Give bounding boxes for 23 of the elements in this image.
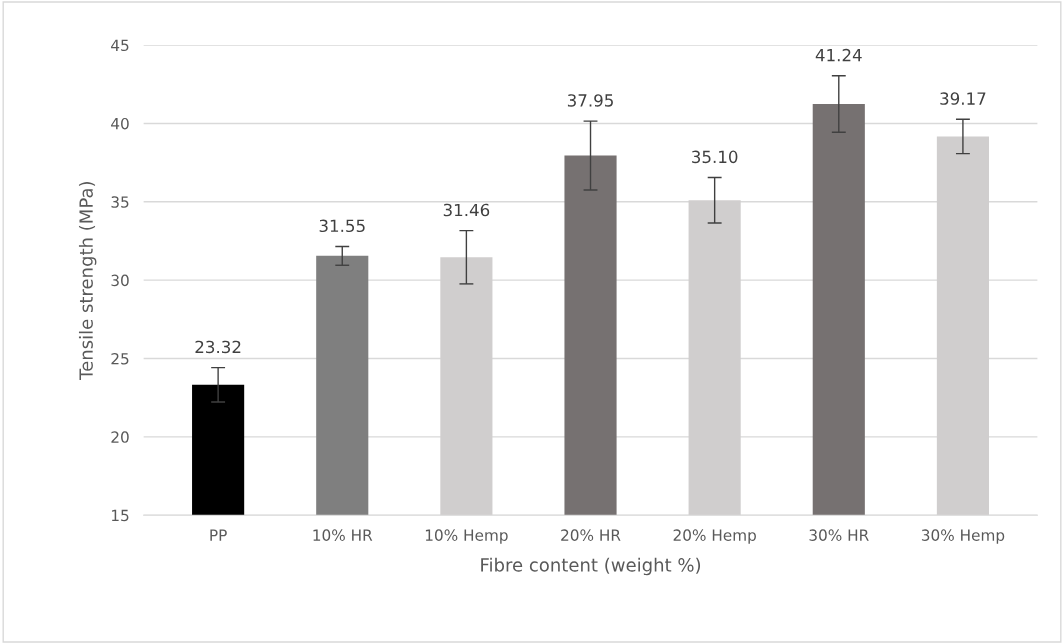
x-tick-label: 10% Hemp: [425, 529, 508, 544]
y-tick-label: 25: [111, 352, 129, 365]
y-tick-label: 35: [111, 196, 129, 208]
x-tick-label: 10% HR: [313, 529, 373, 541]
data-label: 35.10: [692, 150, 738, 164]
data-label: 31.55: [319, 219, 365, 233]
x-tick-label: 30% Hemp: [921, 529, 1005, 544]
data-label: 37.95: [567, 94, 613, 107]
y-tick-label: 45: [111, 39, 129, 52]
data-label: 39.17: [940, 92, 986, 105]
y-tick-label: 40: [111, 117, 129, 130]
y-axis-title: Tensile strength (MPa): [78, 182, 97, 380]
data-label: 31.46: [443, 203, 490, 217]
data-label: 41.24: [815, 48, 862, 62]
x-axis-title: Fibre content (weight %): [481, 557, 701, 576]
y-tick-label: 30: [111, 274, 129, 287]
y-tick-label: 15: [111, 509, 129, 522]
x-tick-label: PP: [210, 529, 227, 541]
x-tick-label: 20% Hemp: [673, 529, 756, 544]
x-tick-label: 20% HR: [561, 529, 621, 541]
x-tick-label: 30% HR: [809, 529, 869, 541]
y-tick-label: 20: [111, 431, 129, 443]
data-label: 23.32: [195, 340, 241, 354]
